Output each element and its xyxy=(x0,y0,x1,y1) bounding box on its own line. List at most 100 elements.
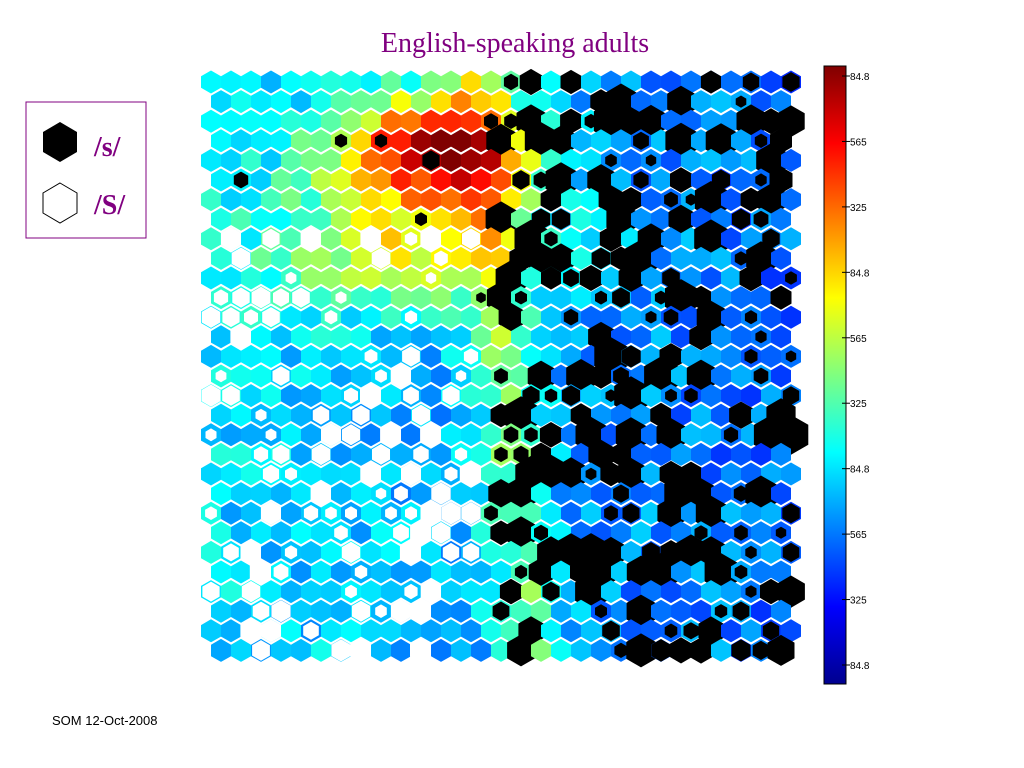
hex-cell xyxy=(731,129,751,153)
hit-marker xyxy=(755,330,767,344)
hex-cell xyxy=(251,325,271,349)
hex-cell xyxy=(401,619,421,643)
hit-marker xyxy=(442,542,460,562)
hit-marker xyxy=(613,484,629,503)
hex-cell xyxy=(271,246,291,270)
hex-cell xyxy=(691,246,711,270)
hit-marker xyxy=(753,210,769,228)
hex-cell xyxy=(251,521,271,545)
hex-cell xyxy=(451,482,471,506)
hit-marker xyxy=(527,360,555,392)
hex-cell xyxy=(441,70,461,94)
hex-cell xyxy=(301,70,321,94)
footer: SOM 12-Oct-2008 xyxy=(52,713,158,728)
hex-cell xyxy=(221,501,241,525)
hit-marker xyxy=(612,287,630,308)
hex-cell xyxy=(541,619,561,643)
hex-cell xyxy=(421,344,441,368)
colorbar-label: 325 xyxy=(850,399,867,410)
hit-marker xyxy=(425,272,437,284)
hex-cell xyxy=(481,619,501,643)
hit-marker xyxy=(541,266,561,290)
hit-marker xyxy=(462,542,480,562)
hex-cell xyxy=(471,364,491,388)
legend-label: /S/ xyxy=(93,190,126,221)
hex-cell xyxy=(561,619,581,643)
hex-cell xyxy=(711,638,731,662)
hex-cell xyxy=(721,501,741,525)
hex-cell xyxy=(441,580,461,604)
hit-marker xyxy=(461,502,481,525)
hit-marker xyxy=(303,621,319,640)
hex-cell xyxy=(321,344,341,368)
hit-marker xyxy=(534,524,548,541)
hex-cell xyxy=(431,599,451,623)
hit-marker xyxy=(375,487,387,500)
hex-cell xyxy=(571,286,591,310)
hex-cell xyxy=(241,384,261,408)
hit-marker xyxy=(371,247,391,270)
hex-cell xyxy=(361,148,381,172)
hex-cell xyxy=(701,423,721,447)
hex-cell xyxy=(351,90,371,114)
hex-cell xyxy=(341,266,361,290)
hex-cell xyxy=(731,286,751,310)
hit-marker xyxy=(484,505,498,522)
hex-cell xyxy=(701,384,721,408)
legend-label: /s/ xyxy=(93,132,122,163)
hex-cell xyxy=(691,403,711,427)
hit-marker xyxy=(513,445,529,464)
hex-cell xyxy=(251,482,271,506)
hex-cell xyxy=(321,148,341,172)
hit-marker xyxy=(745,475,777,512)
hex-cell xyxy=(381,580,401,604)
hit-marker xyxy=(664,191,678,208)
hex-cell xyxy=(711,403,731,427)
hit-marker xyxy=(734,524,748,541)
hex-cell xyxy=(221,109,241,133)
hex-cell xyxy=(361,266,381,290)
hex-cell xyxy=(471,90,491,114)
hit-marker xyxy=(402,346,420,367)
hex-cell xyxy=(391,638,411,662)
hex-cell xyxy=(721,188,741,212)
hit-marker xyxy=(262,228,280,249)
hex-cell xyxy=(761,344,781,368)
hit-marker xyxy=(434,250,448,267)
hex-cell xyxy=(311,207,331,231)
hex-cell xyxy=(781,619,801,643)
hex-cell xyxy=(471,442,491,466)
hit-marker xyxy=(585,467,597,481)
hex-cell xyxy=(701,462,721,486)
hit-marker xyxy=(734,251,748,266)
hit-marker xyxy=(335,291,347,304)
hit-marker xyxy=(240,540,262,565)
hit-marker xyxy=(503,73,519,91)
hit-marker xyxy=(700,70,722,94)
hit-marker xyxy=(698,616,724,646)
hex-cell xyxy=(721,462,741,486)
hit-marker xyxy=(341,424,361,446)
hex-cell xyxy=(631,482,651,506)
hex-cell xyxy=(211,638,231,662)
hex-cell xyxy=(321,619,341,643)
hex-cell xyxy=(401,148,421,172)
colorbar xyxy=(823,65,847,685)
hex-cell xyxy=(461,109,481,133)
hex-cell xyxy=(391,129,411,153)
hex-cell xyxy=(441,148,461,172)
hex-cell xyxy=(381,70,401,94)
hex-cell xyxy=(571,442,591,466)
hex-cell xyxy=(201,70,221,94)
hex-cell xyxy=(401,266,421,290)
hex-cell xyxy=(211,129,231,153)
hex-cell xyxy=(371,207,391,231)
hex-cell xyxy=(651,207,671,231)
hex-cell xyxy=(321,384,341,408)
hex-cell xyxy=(431,560,451,584)
hex-cell xyxy=(221,70,241,94)
hex-cell xyxy=(411,168,431,192)
hex-cell xyxy=(581,619,601,643)
hex-cell xyxy=(331,325,351,349)
hit-marker xyxy=(754,133,768,148)
